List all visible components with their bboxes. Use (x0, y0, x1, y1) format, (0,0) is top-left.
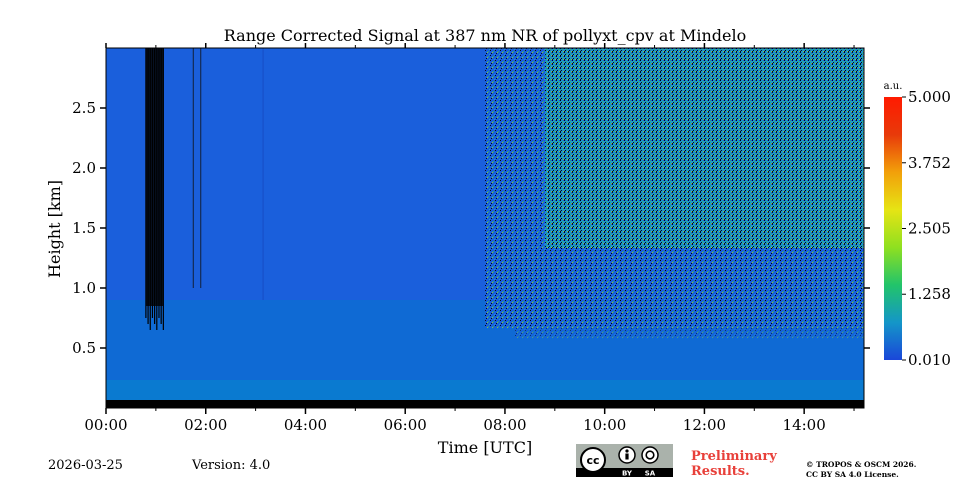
copyright-line-2: CC BY SA 4.0 License. (806, 470, 899, 479)
preliminary-line-2: Results. (691, 464, 750, 479)
colorbar-tick-label: 1.258 (908, 285, 951, 303)
colorbar-unit: a.u. (884, 81, 903, 92)
chart-title: Range Corrected Signal at 387 nm NR of p… (224, 26, 747, 45)
daylight-noise (485, 48, 864, 338)
noise-strong (545, 48, 864, 248)
copyright-line-1: © TROPOS & OSCM 2026. (806, 460, 917, 469)
x-tick-label: 04:00 (284, 416, 327, 434)
preliminary-line-1: Preliminary (691, 449, 777, 464)
x-axis: 00:00 02:00 04:00 06:00 08:00 10:00 12:00 14:00 (84, 43, 855, 434)
colorbar-tick-label: 5.000 (908, 88, 951, 106)
colorbar-tick-label: 3.752 (908, 154, 951, 172)
y-tick-label: 1.5 (72, 219, 96, 237)
x-tick-label: 12:00 (683, 416, 726, 434)
sa-icon (641, 446, 659, 464)
by-text: BY (622, 470, 633, 478)
y-tick-label: 0.5 (72, 339, 96, 357)
sa-text: SA (645, 470, 656, 478)
colorbar-tick-label: 2.505 (908, 220, 951, 238)
version-label: Version: 4.0 (192, 458, 271, 473)
colorbar: a.u. 0.010 1.258 2.505 3.752 5.000 (884, 81, 951, 369)
copyright-notice: © TROPOS & OSCM 2026. CC BY SA 4.0 Licen… (806, 460, 916, 480)
y-tick-label: 1.0 (72, 279, 96, 297)
date-label: 2026-03-25 (48, 458, 123, 473)
y-axis-label: Height [km] (45, 180, 64, 278)
surface-layer (106, 380, 864, 400)
x-tick-label: 00:00 (84, 416, 127, 434)
cc-license-badge[interactable]: cc BY SA (576, 444, 673, 478)
cc-icon (580, 447, 606, 473)
x-tick-label: 14:00 (783, 416, 826, 434)
cc-text: cc (586, 454, 599, 467)
x-tick-label: 08:00 (483, 416, 526, 434)
noise-fade (515, 248, 864, 338)
plot-area (106, 48, 864, 408)
y-axis: 0.5 1.0 1.5 2.0 2.5 (72, 99, 870, 357)
colorbar-scale (884, 97, 902, 360)
colorbar-tick-label: 0.010 (908, 351, 951, 369)
y-tick-label: 2.0 (72, 159, 96, 177)
preliminary-notice: Preliminary Results. (691, 449, 777, 479)
cloud-feature (145, 48, 264, 330)
x-axis-label: Time [UTC] (438, 438, 532, 457)
ground-band (106, 400, 864, 408)
x-tick-label: 10:00 (583, 416, 626, 434)
x-tick-label: 02:00 (184, 416, 227, 434)
y-tick-label: 2.5 (72, 99, 96, 117)
x-tick-label: 06:00 (384, 416, 427, 434)
